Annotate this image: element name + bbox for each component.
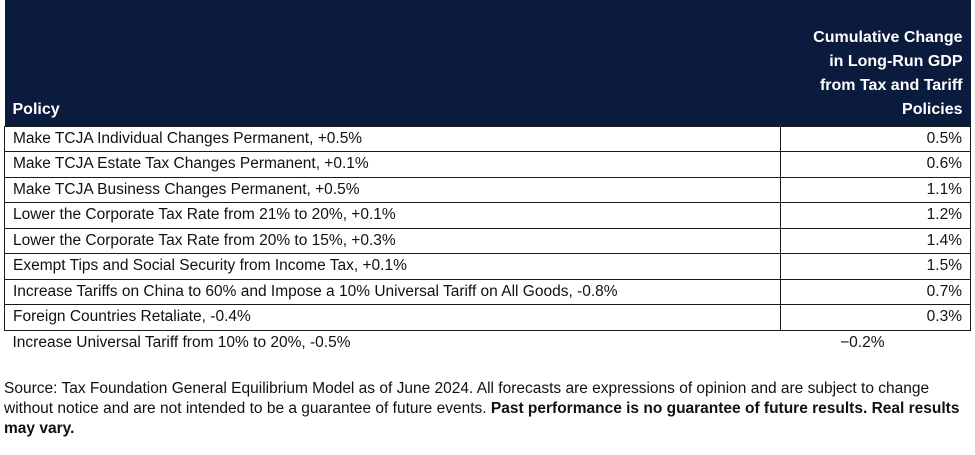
gdp-change-cell: 1.5% bbox=[780, 253, 971, 280]
policy-cell: Make TCJA Business Changes Permanent, +0… bbox=[4, 176, 781, 203]
gdp-change-cell: 0.7% bbox=[780, 278, 971, 305]
gdp-change-cell: 1.4% bbox=[780, 227, 971, 254]
header-line: Policies bbox=[902, 100, 963, 118]
gdp-policy-table: Policy Cumulative Change in Long-Run GDP… bbox=[4, 0, 971, 355]
header-line: Cumulative Change bbox=[813, 28, 963, 46]
header-line: from Tax and Tariff bbox=[819, 76, 963, 94]
gdp-change-cell: −0.2% bbox=[840, 333, 885, 351]
table-row: Make TCJA Business Changes Permanent, +0… bbox=[4, 176, 971, 203]
source-note: Source: Tax Foundation General Equilibri… bbox=[4, 379, 970, 439]
disclaimer-text: Past performance is no guarantee of futu… bbox=[4, 400, 960, 437]
policy-cell: Increase Universal Tariff from 10% to 20… bbox=[12, 333, 351, 351]
table-row: Lower the Corporate Tax Rate from 20% to… bbox=[4, 227, 971, 254]
cumulative-change-column-header: Cumulative Change in Long-Run GDP from T… bbox=[780, 0, 971, 126]
table-row: Lower the Corporate Tax Rate from 21% to… bbox=[4, 202, 971, 229]
gdp-change-cell: 1.1% bbox=[780, 176, 971, 203]
table-row: Increase Universal Tariff from 10% to 20… bbox=[5, 330, 971, 355]
policy-cell: Make TCJA Individual Changes Permanent, … bbox=[4, 125, 781, 152]
gdp-change-cell: 0.6% bbox=[780, 151, 971, 178]
gdp-change-cell: 1.2% bbox=[780, 202, 971, 229]
header-line: in Long-Run GDP bbox=[829, 52, 963, 70]
table-row: Make TCJA Individual Changes Permanent, … bbox=[4, 125, 971, 152]
table-row: Foreign Countries Retaliate, -0.4% 0.3% bbox=[4, 304, 971, 331]
policy-cell: Exempt Tips and Social Security from Inc… bbox=[4, 253, 781, 280]
source-text: Source: Tax Foundation General Equilibri… bbox=[4, 380, 930, 417]
policy-cell: Lower the Corporate Tax Rate from 21% to… bbox=[4, 202, 781, 229]
table-row: Make TCJA Estate Tax Changes Permanent, … bbox=[4, 151, 971, 178]
table-header-row: Policy Cumulative Change in Long-Run GDP… bbox=[4, 0, 971, 126]
gdp-change-cell: 0.3% bbox=[780, 304, 971, 331]
gdp-change-cell: 0.5% bbox=[780, 125, 971, 152]
policy-column-header: Policy bbox=[4, 0, 781, 126]
table-row: Increase Tariffs on China to 60% and Imp… bbox=[4, 278, 971, 305]
gdp-policy-table-container: Policy Cumulative Change in Long-Run GDP… bbox=[4, 0, 971, 355]
policy-cell: Lower the Corporate Tax Rate from 20% to… bbox=[4, 227, 781, 254]
policy-cell: Make TCJA Estate Tax Changes Permanent, … bbox=[4, 151, 781, 178]
policy-cell: Foreign Countries Retaliate, -0.4% bbox=[4, 304, 781, 331]
policy-cell: Increase Tariffs on China to 60% and Imp… bbox=[4, 278, 781, 305]
table-row: Exempt Tips and Social Security from Inc… bbox=[4, 253, 971, 280]
